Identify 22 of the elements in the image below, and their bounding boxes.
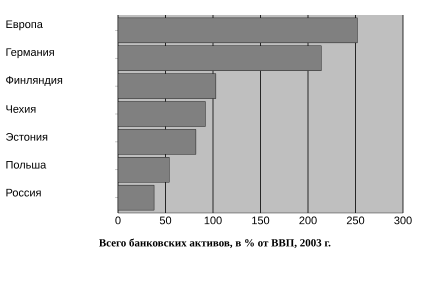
bar	[118, 46, 322, 71]
x-tick-label: 200	[299, 216, 317, 224]
x-tick-label: 50	[160, 216, 172, 224]
bar	[118, 157, 170, 182]
y-tick-label: Польша	[6, 160, 46, 169]
y-tick-label: Европа	[6, 20, 43, 30]
bar	[118, 101, 206, 127]
y-tick-label: Эстония	[6, 133, 48, 141]
bar	[118, 73, 216, 99]
y-tick-label: Чехия	[6, 105, 36, 113]
bar	[118, 18, 358, 44]
x-tick-label: 100	[204, 216, 222, 224]
x-tick-label: 300	[394, 216, 412, 224]
y-tick-label: Германия	[6, 48, 54, 58]
x-tick-label: 150	[252, 216, 270, 224]
x-tick-label: 250	[346, 216, 364, 224]
y-tick-label: Финляндия	[6, 76, 62, 86]
bar	[118, 129, 196, 155]
x-tick-label: 0	[115, 216, 121, 224]
bar	[118, 184, 154, 210]
x-axis-title: Всего банковских активов, в % от ВВП, 2003 г.	[99, 238, 330, 248]
y-tick-label: Россия	[6, 188, 41, 196]
